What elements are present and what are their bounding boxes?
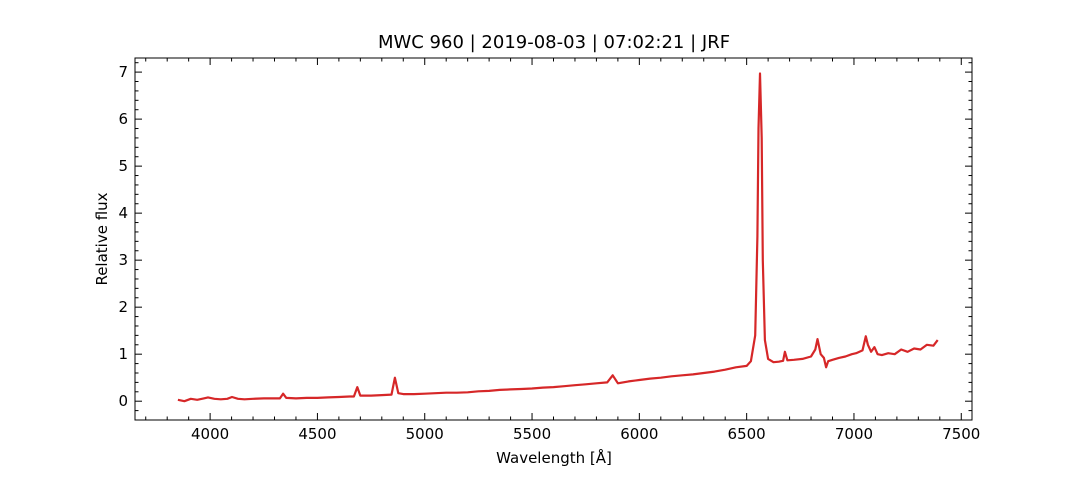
x-tick-label: 4500 xyxy=(298,425,336,443)
x-tick-label: 5500 xyxy=(513,425,551,443)
series-line xyxy=(177,72,939,403)
y-tick-label: 7 xyxy=(118,63,128,81)
chart-title: MWC 960 | 2019-08-03 | 07:02:21 | JRF xyxy=(378,32,730,53)
x-tick-label: 7000 xyxy=(835,425,873,443)
y-tick-label: 5 xyxy=(118,157,128,175)
y-tick-label: 0 xyxy=(118,392,128,410)
x-tick-label: 6500 xyxy=(728,425,766,443)
y-tick-label: 4 xyxy=(118,204,128,222)
plot-frame xyxy=(134,57,973,421)
y-axis-label: Relative flux xyxy=(93,192,111,285)
x-axis-label: Wavelength [Å] xyxy=(496,448,612,467)
y-tick-label: 1 xyxy=(118,345,128,363)
y-tick-label: 2 xyxy=(118,298,128,316)
y-tick-label: 6 xyxy=(118,110,128,128)
x-tick-label: 7500 xyxy=(942,425,980,443)
x-axis: 4000 4500 5000 5500 6000 6500 7000 7500 xyxy=(145,58,980,443)
x-tick-label: 5000 xyxy=(406,425,444,443)
x-tick-label: 4000 xyxy=(191,425,229,443)
y-tick-label: 3 xyxy=(118,251,128,269)
x-tick-label: 6000 xyxy=(620,425,658,443)
y-axis: 0 1 2 3 4 5 6 7 xyxy=(118,62,972,421)
